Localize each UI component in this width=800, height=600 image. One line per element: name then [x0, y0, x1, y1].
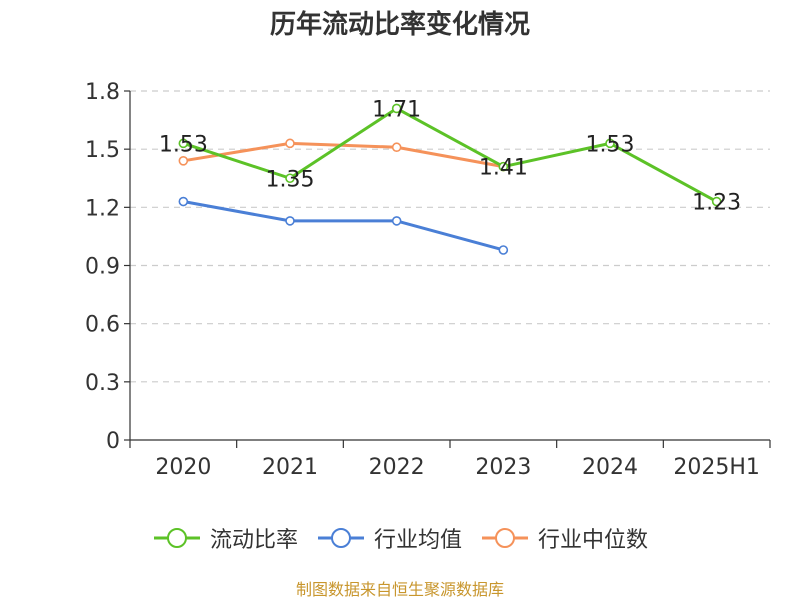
axes: 0 0.3 0.6 0.9 1.2 1.5 1.8 2020 2021 2022 2023 2024 2… [85, 80, 771, 480]
data-label: 1.53 [586, 132, 635, 157]
x-tick-label: 2024 [582, 455, 638, 480]
legend-item[interactable]: 行业均值 [316, 522, 462, 554]
data-point [391, 216, 402, 226]
legend-swatch [153, 528, 200, 548]
source-note: 制图数据来自恒生聚源数据库 [295, 580, 504, 599]
data-point [391, 103, 402, 114]
grid-lines [130, 90, 770, 383]
y-tick-label: 1.5 [85, 138, 120, 163]
data-label: 1.53 [159, 132, 208, 157]
legend-label: 流动比率 [209, 528, 298, 553]
x-tick-label: 2020 [155, 455, 211, 480]
y-tick-label: 1.2 [85, 196, 120, 221]
series-line-2 [183, 141, 504, 169]
y-tick-label: 0 [106, 429, 120, 454]
data-label: 1.71 [372, 97, 421, 122]
data-point [711, 196, 722, 207]
series-line-0 [182, 106, 718, 203]
data-labels: 1.53 1.35 1.71 1.41 1.53 1.23 [159, 97, 741, 215]
series-lines [178, 103, 722, 255]
x-tick-label: 2021 [262, 455, 318, 480]
x-tick-label: 2023 [475, 455, 531, 480]
data-point [391, 142, 402, 153]
x-tick-label: 2022 [369, 455, 425, 480]
legend-swatch [482, 528, 528, 548]
data-point [178, 156, 189, 166]
x-tick-label: 2025H1 [673, 455, 760, 480]
series-line-1 [183, 200, 504, 252]
data-label: 1.41 [479, 156, 528, 181]
legend-label: 行业中位数 [538, 528, 649, 553]
data-point [285, 173, 295, 184]
data-point [498, 161, 509, 172]
chart-title: 历年流动比率变化情况 [269, 10, 530, 40]
y-tick-label: 0.9 [85, 255, 120, 280]
legend-item[interactable]: 流动比率 [152, 522, 298, 554]
data-label: 1.23 [692, 191, 741, 216]
data-point [605, 138, 615, 149]
data-point [285, 216, 295, 226]
data-label: 1.35 [266, 167, 315, 192]
legend-label: 行业均值 [373, 528, 462, 553]
legend-item[interactable]: 行业中位数 [480, 522, 648, 554]
legend: 流动比率 行业均值 行业中位数 [0, 518, 800, 558]
data-point [498, 245, 509, 255]
data-point [178, 196, 189, 207]
data-point [178, 138, 189, 149]
y-tick-label: 1.8 [85, 80, 120, 105]
legend-swatch [317, 528, 364, 548]
y-tick-label: 0.6 [85, 313, 120, 338]
data-point [285, 138, 295, 149]
y-tick-label: 0.3 [85, 371, 120, 396]
